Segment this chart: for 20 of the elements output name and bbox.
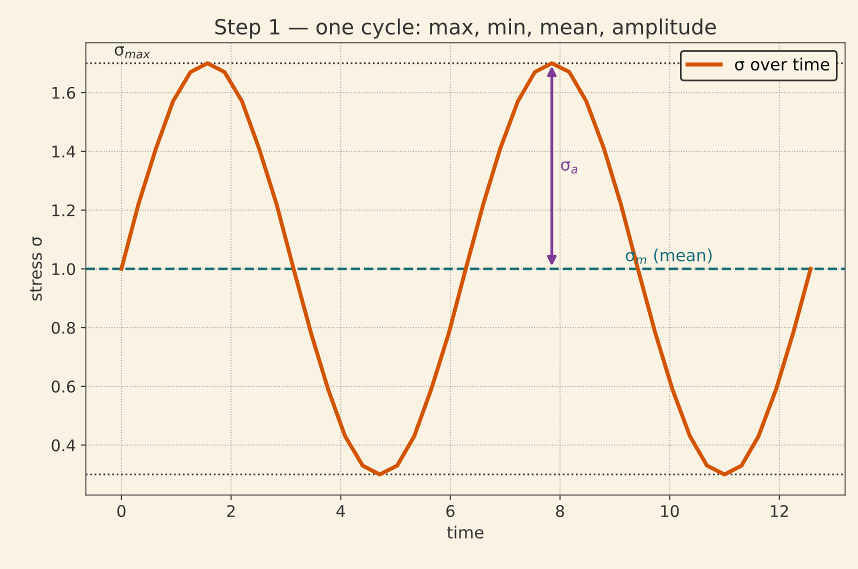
legend-label: σ over time bbox=[735, 58, 830, 71]
x-tick-label: 4 bbox=[336, 505, 345, 517]
y-tick-label: 0.8 bbox=[52, 322, 75, 334]
ref-line-label: σ$_{max}$ bbox=[114, 46, 150, 58]
x-axis-title: time bbox=[447, 526, 484, 539]
y-tick-label: 0.6 bbox=[52, 380, 76, 393]
x-tick-label: 6 bbox=[446, 505, 454, 518]
chart-title: Step 1 — one cycle: max, min, mean, amplitude bbox=[215, 18, 716, 39]
y-axis-title: stress σ bbox=[30, 236, 42, 301]
y-tick-label: 1.6 bbox=[52, 86, 76, 99]
y-tick-label: 0.4 bbox=[52, 439, 76, 452]
x-tick-label: 12 bbox=[770, 505, 788, 517]
x-tick-label: 0 bbox=[117, 505, 126, 518]
annotation: σ$_{a}$ bbox=[561, 161, 578, 174]
y-tick-label: 1.0 bbox=[52, 263, 76, 276]
y-tick-label: 1.4 bbox=[52, 146, 76, 158]
x-tick-label: 2 bbox=[227, 505, 235, 517]
x-tick-label: 10 bbox=[661, 505, 679, 518]
y-tick-label: 1.2 bbox=[52, 204, 74, 216]
x-tick-label: 8 bbox=[556, 505, 564, 518]
